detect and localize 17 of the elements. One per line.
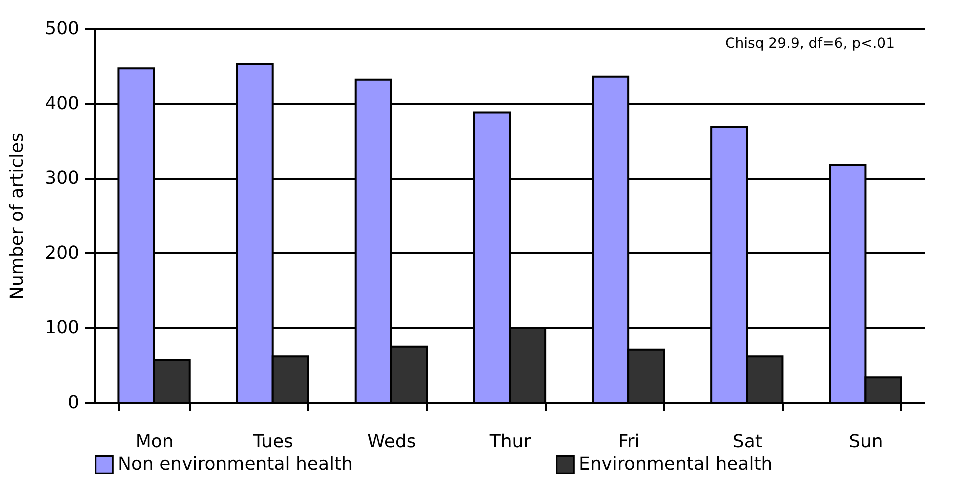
annotation: Chisq 29.9, df=6, p<.01 (726, 36, 895, 52)
x-tick-label: Mon (136, 432, 174, 452)
x-tick-label: Weds (368, 432, 416, 452)
y-axis-title: Number of articles (7, 133, 28, 300)
x-tick-label: Tues (252, 432, 294, 452)
x-tick-label: Sat (732, 432, 762, 452)
y-tick-label: 100 (45, 318, 80, 339)
y-tick-label: 200 (45, 242, 80, 264)
x-tick-label: Thur (488, 432, 532, 452)
x-tick-label: Fri (618, 432, 640, 452)
y-tick-label: 0 (68, 392, 80, 414)
y-tick-label: 300 (45, 168, 80, 190)
y-tick-label: 500 (45, 18, 80, 40)
legend-label: Environmental health (579, 454, 773, 475)
legend-label: Non environmental health (118, 454, 353, 475)
x-tick-label: Sun (849, 432, 884, 452)
y-tick-label: 400 (45, 93, 80, 114)
